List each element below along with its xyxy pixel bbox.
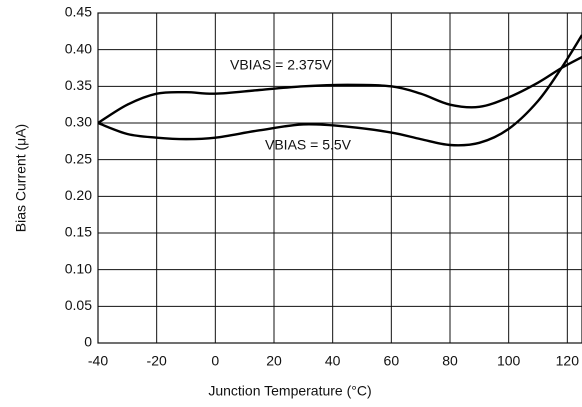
plot-frame: [97, 12, 582, 344]
x-tick-label: -20: [147, 353, 167, 369]
y-tick-label: 0.25: [65, 150, 92, 166]
y-tick-label: 0.40: [65, 40, 92, 56]
x-tick-label: 120: [556, 353, 580, 369]
x-tick-label: 20: [266, 353, 282, 369]
y-tick-label: 0: [84, 334, 92, 350]
x-axis-label: Junction Temperature (°C): [208, 383, 371, 399]
x-tick-label: 0: [211, 353, 219, 369]
line-series: [98, 34, 582, 147]
x-tick-label: 40: [325, 353, 341, 369]
line-series: [98, 55, 582, 125]
x-tick-label: 80: [442, 353, 458, 369]
x-tick-label: 100: [497, 353, 521, 369]
y-tick-label: 0.20: [65, 187, 92, 203]
x-tick-label: -40: [88, 353, 108, 369]
series-label: VBIAS = 2.375V: [230, 57, 332, 73]
curves: [98, 34, 582, 147]
y-tick-label: 0.30: [65, 114, 92, 130]
series-label: VBIAS = 5.5V: [265, 137, 352, 153]
x-tick-label: 60: [384, 353, 400, 369]
y-tick-label: 0.35: [65, 77, 92, 93]
y-tick-label: 0.10: [65, 260, 92, 276]
y-tick-label: 0.45: [65, 4, 92, 20]
y-tick-label: 0.05: [65, 297, 92, 313]
y-tick-label: 0.15: [65, 224, 92, 240]
y-axis-label: Bias Current (μA): [13, 124, 29, 232]
